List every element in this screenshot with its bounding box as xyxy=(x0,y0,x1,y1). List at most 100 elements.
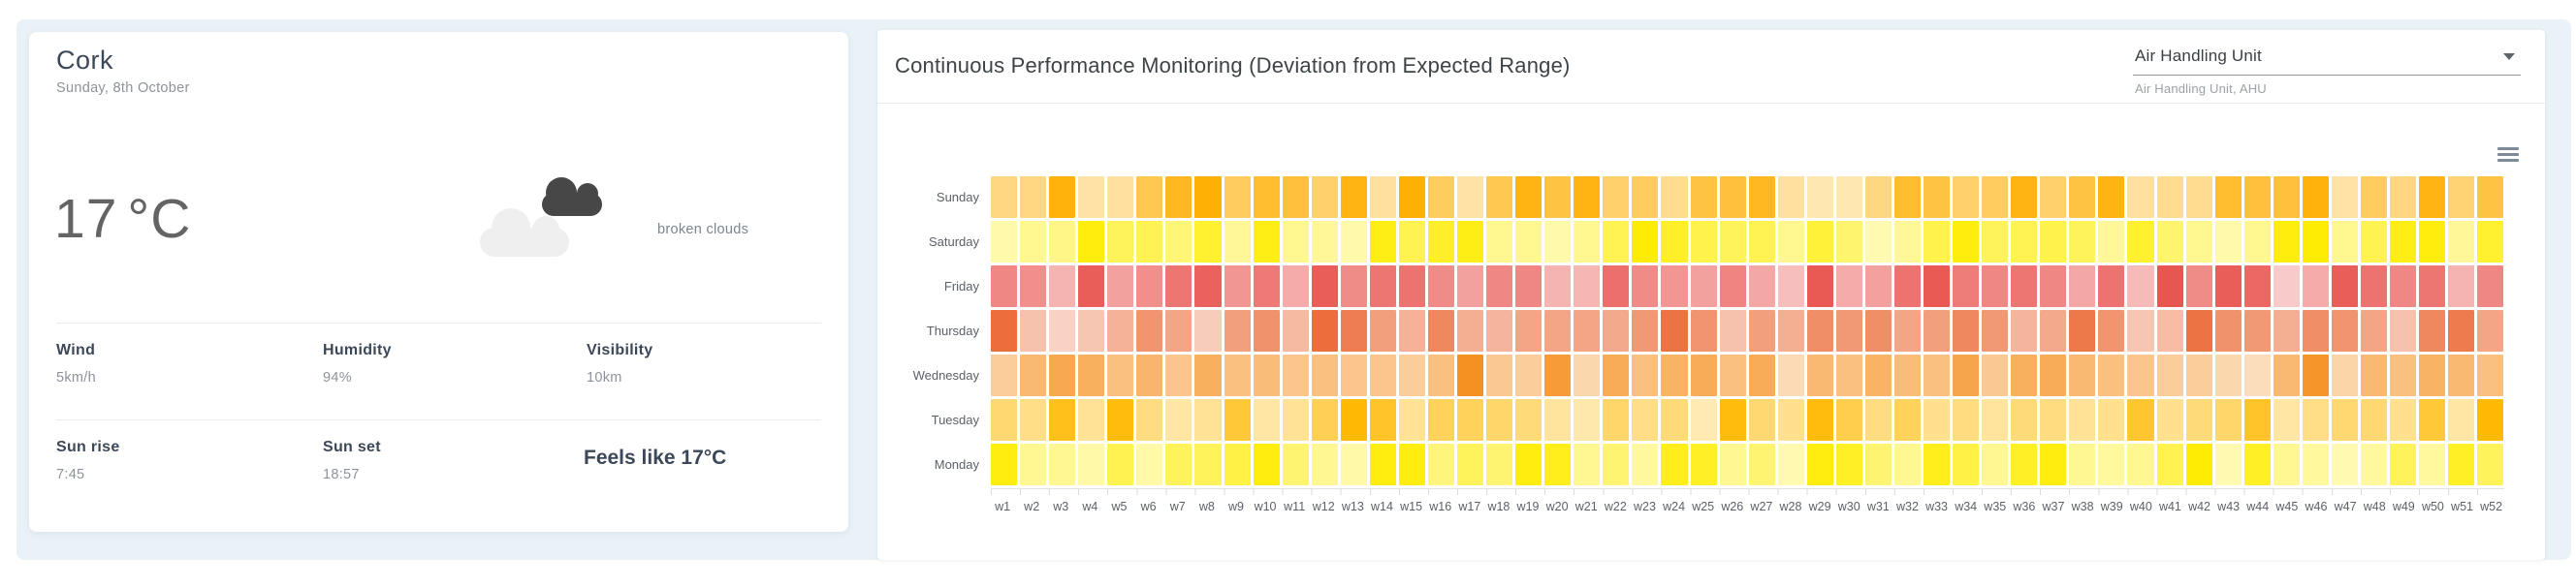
heatmap-cell[interactable] xyxy=(2448,310,2475,352)
heatmap-cell[interactable] xyxy=(1165,310,1193,352)
heatmap-cell[interactable] xyxy=(1311,399,1338,441)
heatmap-cell[interactable] xyxy=(1398,444,1425,485)
heatmap-cell[interactable] xyxy=(1835,310,1862,352)
heatmap-cell[interactable] xyxy=(2390,444,2417,485)
heatmap-cell[interactable] xyxy=(1864,444,1892,485)
heatmap-cell[interactable] xyxy=(2069,355,2096,396)
heatmap-cell[interactable] xyxy=(1777,221,1804,263)
heatmap-cell[interactable] xyxy=(1311,265,1338,307)
heatmap-cell[interactable] xyxy=(1661,176,1688,218)
heatmap-cell[interactable] xyxy=(2477,221,2504,263)
heatmap-cell[interactable] xyxy=(1603,221,1630,263)
heatmap-cell[interactable] xyxy=(1719,176,1746,218)
heatmap-cell[interactable] xyxy=(1574,176,1601,218)
heatmap-cell[interactable] xyxy=(1224,176,1251,218)
heatmap-cell[interactable] xyxy=(2040,355,2067,396)
heatmap-cell[interactable] xyxy=(1457,221,1484,263)
heatmap-cell[interactable] xyxy=(1282,444,1309,485)
heatmap-cell[interactable] xyxy=(1719,265,1746,307)
heatmap-cell[interactable] xyxy=(1253,355,1280,396)
heatmap-cell[interactable] xyxy=(1515,176,1542,218)
heatmap-cell[interactable] xyxy=(1253,176,1280,218)
heatmap-cell[interactable] xyxy=(1020,221,1047,263)
heatmap-cell[interactable] xyxy=(2419,221,2446,263)
heatmap-cell[interactable] xyxy=(2214,355,2242,396)
heatmap-cell[interactable] xyxy=(1719,444,1746,485)
heatmap-cell[interactable] xyxy=(1107,399,1134,441)
heatmap-cell[interactable] xyxy=(991,265,1018,307)
heatmap-cell[interactable] xyxy=(2011,310,2038,352)
heatmap-cell[interactable] xyxy=(1893,310,1921,352)
heatmap-cell[interactable] xyxy=(2098,265,2125,307)
heatmap-cell[interactable] xyxy=(1194,221,1222,263)
heatmap-cell[interactable] xyxy=(1427,310,1454,352)
heatmap-cell[interactable] xyxy=(1224,310,1251,352)
heatmap-cell[interactable] xyxy=(2419,265,2446,307)
heatmap-cell[interactable] xyxy=(2156,444,2183,485)
heatmap-cell[interactable] xyxy=(2273,444,2300,485)
heatmap-cell[interactable] xyxy=(1369,221,1396,263)
heatmap-cell[interactable] xyxy=(1953,444,1980,485)
heatmap-cell[interactable] xyxy=(2127,444,2154,485)
heatmap-cell[interactable] xyxy=(1953,399,1980,441)
heatmap-cell[interactable] xyxy=(1719,355,1746,396)
heatmap-cell[interactable] xyxy=(1282,176,1309,218)
heatmap-cell[interactable] xyxy=(2156,399,2183,441)
heatmap-cell[interactable] xyxy=(2069,176,2096,218)
heatmap-cell[interactable] xyxy=(1253,265,1280,307)
heatmap-cell[interactable] xyxy=(1253,444,1280,485)
heatmap-cell[interactable] xyxy=(1340,310,1367,352)
heatmap-cell[interactable] xyxy=(1690,176,1717,218)
heatmap-cell[interactable] xyxy=(2360,355,2387,396)
heatmap-cell[interactable] xyxy=(1107,355,1134,396)
chart-menu-icon[interactable] xyxy=(2497,147,2519,162)
heatmap-cell[interactable] xyxy=(2243,444,2271,485)
heatmap-cell[interactable] xyxy=(1457,355,1484,396)
heatmap-cell[interactable] xyxy=(2214,176,2242,218)
heatmap-cell[interactable] xyxy=(1982,355,2009,396)
heatmap-cell[interactable] xyxy=(1806,310,1833,352)
heatmap-cell[interactable] xyxy=(1864,310,1892,352)
heatmap-cell[interactable] xyxy=(1982,265,2009,307)
heatmap-cell[interactable] xyxy=(1369,355,1396,396)
heatmap-cell[interactable] xyxy=(1806,176,1833,218)
heatmap-cell[interactable] xyxy=(1165,355,1193,396)
heatmap-cell[interactable] xyxy=(1311,221,1338,263)
heatmap-cell[interactable] xyxy=(2011,176,2038,218)
heatmap-cell[interactable] xyxy=(2390,399,2417,441)
heatmap-cell[interactable] xyxy=(1661,310,1688,352)
heatmap-cell[interactable] xyxy=(2331,399,2358,441)
heatmap-cell[interactable] xyxy=(1893,444,1921,485)
heatmap-cell[interactable] xyxy=(1253,221,1280,263)
heatmap-cell[interactable] xyxy=(2448,355,2475,396)
heatmap-cell[interactable] xyxy=(1748,176,1775,218)
heatmap-cell[interactable] xyxy=(1924,265,1951,307)
heatmap-cell[interactable] xyxy=(1924,176,1951,218)
heatmap-cell[interactable] xyxy=(1253,399,1280,441)
heatmap-cell[interactable] xyxy=(2011,399,2038,441)
heatmap-cell[interactable] xyxy=(2302,310,2329,352)
heatmap-cell[interactable] xyxy=(1924,399,1951,441)
heatmap-cell[interactable] xyxy=(2214,444,2242,485)
heatmap-cell[interactable] xyxy=(2214,310,2242,352)
dropdown-field[interactable]: Air Handling Unit xyxy=(2133,45,2521,76)
heatmap-cell[interactable] xyxy=(2419,399,2446,441)
heatmap-cell[interactable] xyxy=(2127,310,2154,352)
heatmap-cell[interactable] xyxy=(1020,355,1047,396)
heatmap-cell[interactable] xyxy=(1136,444,1163,485)
heatmap-cell[interactable] xyxy=(1661,399,1688,441)
heatmap-cell[interactable] xyxy=(1107,176,1134,218)
heatmap-cell[interactable] xyxy=(1078,355,1105,396)
heatmap-cell[interactable] xyxy=(1515,399,1542,441)
heatmap-cell[interactable] xyxy=(1603,444,1630,485)
heatmap-cell[interactable] xyxy=(1982,176,2009,218)
heatmap-cell[interactable] xyxy=(1748,221,1775,263)
heatmap-cell[interactable] xyxy=(1603,355,1630,396)
heatmap-cell[interactable] xyxy=(2331,176,2358,218)
heatmap-cell[interactable] xyxy=(1661,355,1688,396)
heatmap-cell[interactable] xyxy=(1078,310,1105,352)
heatmap-cell[interactable] xyxy=(991,444,1018,485)
heatmap-cell[interactable] xyxy=(1049,444,1076,485)
heatmap-cell[interactable] xyxy=(2331,355,2358,396)
heatmap-cell[interactable] xyxy=(1574,310,1601,352)
